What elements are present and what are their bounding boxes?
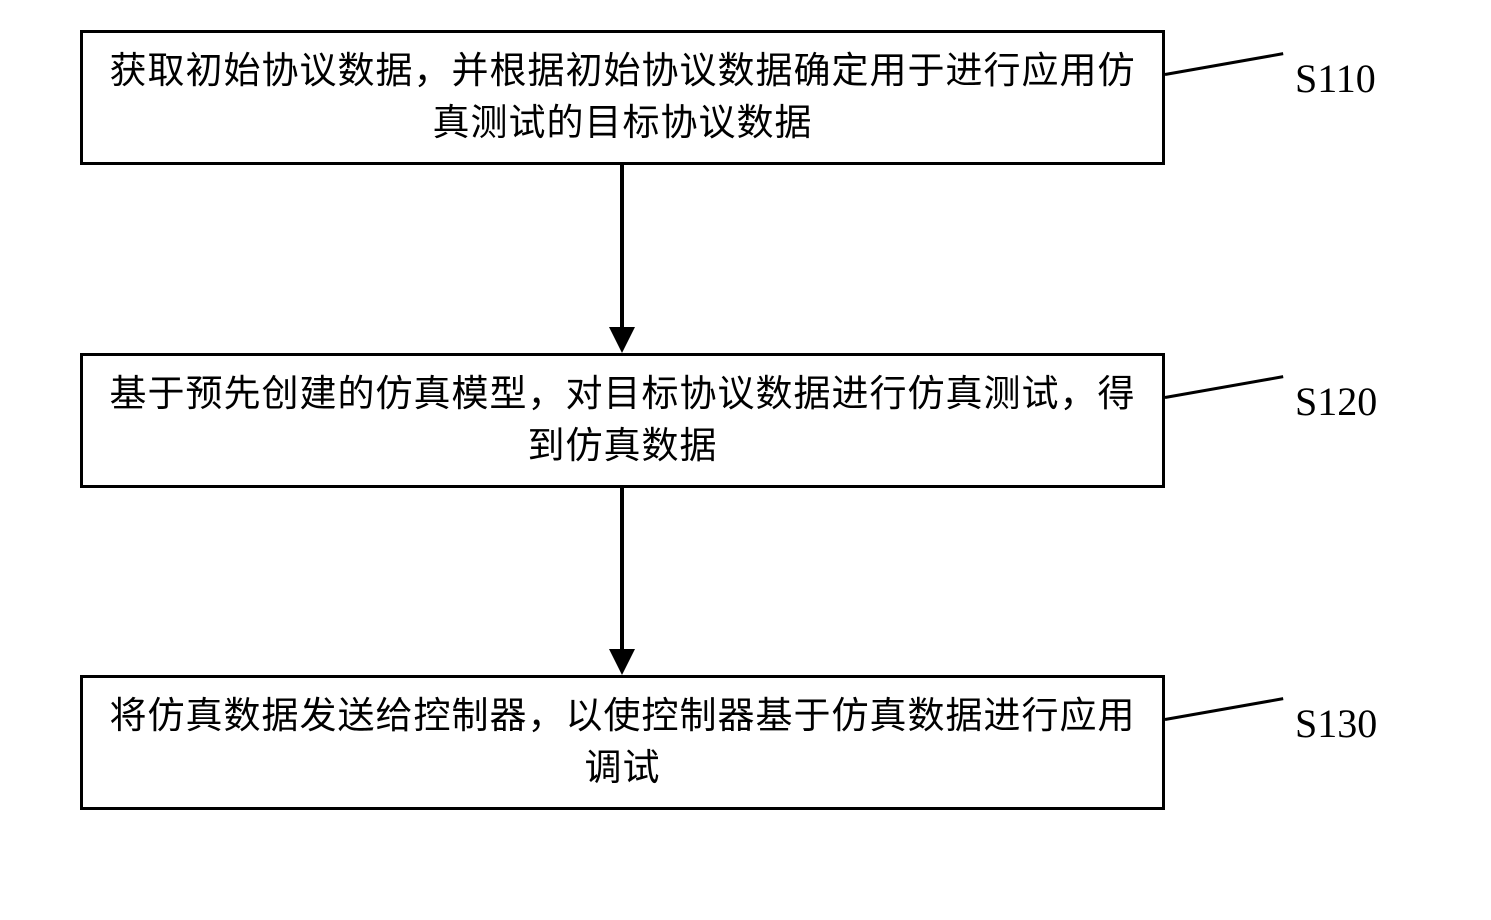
label-connector	[1165, 375, 1284, 399]
flowchart-node-step1: 获取初始协议数据，并根据初始协议数据确定用于进行应用仿真测试的目标协议数据	[80, 30, 1165, 165]
flowchart-container: 获取初始协议数据，并根据初始协议数据确定用于进行应用仿真测试的目标协议数据 S1…	[80, 20, 1410, 900]
flowchart-arrow	[620, 165, 624, 353]
label-connector	[1165, 697, 1284, 721]
flowchart-arrow	[620, 488, 624, 675]
node-label-s110: S110	[1295, 55, 1376, 102]
arrow-head-icon	[609, 649, 635, 675]
node-text: 获取初始协议数据，并根据初始协议数据确定用于进行应用仿真测试的目标协议数据	[103, 46, 1142, 150]
node-label-s130: S130	[1295, 700, 1377, 747]
arrow-head-icon	[609, 327, 635, 353]
flowchart-node-step3: 将仿真数据发送给控制器，以使控制器基于仿真数据进行应用调试	[80, 675, 1165, 810]
arrow-line	[620, 488, 624, 649]
node-label-s120: S120	[1295, 378, 1377, 425]
label-connector	[1165, 52, 1284, 76]
arrow-line	[620, 165, 624, 327]
node-text: 将仿真数据发送给控制器，以使控制器基于仿真数据进行应用调试	[103, 691, 1142, 795]
node-text: 基于预先创建的仿真模型，对目标协议数据进行仿真测试，得到仿真数据	[103, 369, 1142, 473]
flowchart-node-step2: 基于预先创建的仿真模型，对目标协议数据进行仿真测试，得到仿真数据	[80, 353, 1165, 488]
